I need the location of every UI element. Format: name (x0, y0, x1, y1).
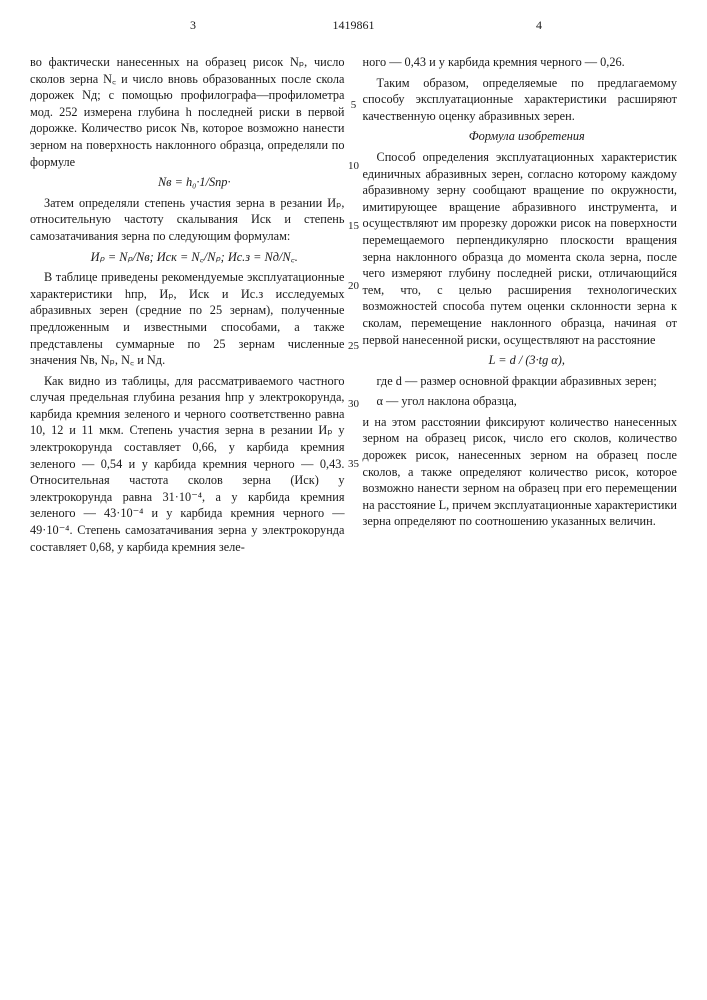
body-text: и на этом расстоянии фиксируют количеств… (363, 414, 678, 530)
section-title: Формула изобретения (363, 128, 678, 145)
body-text: Способ определения эксплуатационных хара… (363, 149, 678, 348)
body-text: ного — 0,43 и у карбида кремния черного … (363, 54, 678, 71)
right-column: ного — 0,43 и у карбида кремния черного … (363, 54, 678, 559)
formula: L = d / (3·tg α), (363, 352, 678, 369)
line-number: 20 (348, 280, 360, 292)
line-number: 25 (348, 340, 360, 352)
left-column: во фактически нанесенных на образец рисо… (30, 54, 345, 559)
line-number: 30 (348, 398, 360, 410)
col-num-left: 3 (190, 18, 196, 33)
two-column-layout: во фактически нанесенных на образец рисо… (30, 54, 677, 559)
body-text: во фактически нанесенных на образец рисо… (30, 54, 345, 170)
where-clause: где d — размер основной фракции абразивн… (363, 373, 678, 390)
line-number: 35 (348, 458, 360, 470)
page: 3 1419861 4 во фактически нанесенных на … (0, 0, 707, 1000)
line-number: 5 (348, 99, 360, 111)
body-text: Затем определяли степень участия зерна в… (30, 195, 345, 245)
body-text: Как видно из таблицы, для рассматриваемо… (30, 373, 345, 556)
body-text: В таблице приведены рекомендуемые эксплу… (30, 269, 345, 369)
body-text: Таким образом, определяемые по предлагае… (363, 75, 678, 125)
line-number: 15 (348, 220, 360, 232)
col-num-right: 4 (536, 18, 542, 33)
formula: Иₚ = Nₚ/Nв; Иск = N꜀/Nₚ; Ис.з = Nд/N꜀. (30, 249, 345, 266)
formula: Nв = h₀·1/Sпр· (30, 174, 345, 191)
doc-number: 1419861 (333, 18, 375, 33)
line-number: 10 (348, 160, 360, 172)
where-clause: α — угол наклона образца, (363, 393, 678, 410)
